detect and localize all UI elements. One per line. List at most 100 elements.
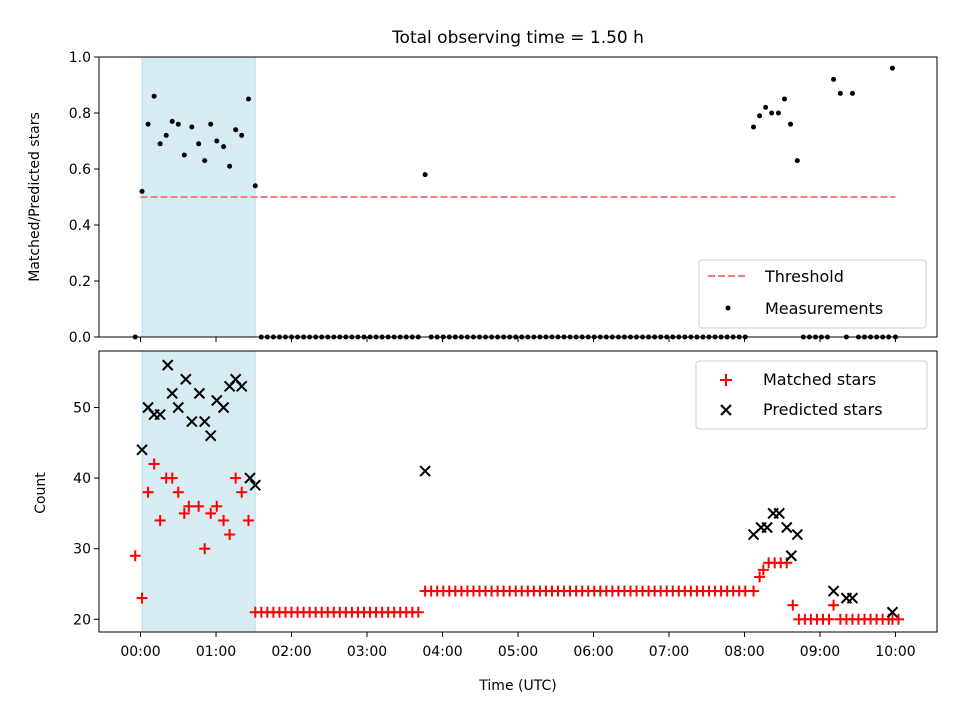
measurement-point (151, 93, 157, 99)
top-y-ticks: 0.0 0.2 0.4 0.6 0.8 1.0 (69, 50, 99, 346)
predicted-star-point (180, 373, 192, 385)
predicted-star-point (827, 585, 840, 597)
matched-star-point (178, 507, 190, 519)
predicted-star-point (886, 606, 899, 618)
predicted-star-point (136, 444, 148, 456)
measurement-point (202, 158, 208, 164)
matched-star-point (754, 571, 766, 583)
measurement-point (189, 124, 195, 130)
top-y-tick-label: 0.2 (69, 274, 91, 290)
predicted-star-point (172, 401, 184, 414)
x-tick-label: 01:00 (196, 644, 236, 660)
top-y-tick-label: 1.0 (69, 50, 91, 66)
predicted-star-point (217, 401, 230, 414)
matched-star-point (211, 500, 223, 512)
bottom-legend: Matched stars Predicted stars (695, 360, 928, 430)
bottom-legend-box (695, 360, 928, 430)
matched-star-point (242, 514, 254, 526)
measurement-point (794, 158, 800, 164)
matched-star-point (757, 564, 769, 576)
x-tick-label: 06:00 (573, 644, 613, 660)
legend-matched-swatch (720, 374, 732, 386)
x-tick-label: 07:00 (649, 644, 689, 660)
matched-star-point (148, 458, 160, 470)
matched-star-point (129, 550, 141, 562)
legend-measurements-label: Measurements (765, 299, 883, 318)
measurement-point (221, 144, 227, 150)
chart-title: Total observing time = 1.50 h (391, 28, 644, 48)
top-legend-box (698, 259, 927, 329)
matched-star-point (154, 514, 166, 526)
predicted-stars-points (136, 359, 899, 618)
matched-star-point (205, 507, 217, 519)
matched-star-point (828, 599, 840, 611)
x-tick-label: 10:00 (875, 644, 915, 660)
top-axes-frame (98, 56, 938, 338)
measurement-point (208, 121, 214, 127)
x-tick-label: 03:00 (347, 644, 387, 660)
measurement-point (157, 141, 163, 147)
top-legend: Threshold Measurements (698, 259, 927, 329)
bottom-y-tick-label: 40 (73, 471, 91, 487)
matched-star-point (218, 514, 230, 526)
measurement-point (227, 163, 233, 169)
matched-star-point (183, 500, 195, 512)
matched-star-point (748, 585, 760, 597)
predicted-star-point (419, 465, 431, 477)
matched-star-point (199, 543, 211, 555)
predicted-star-point (244, 472, 256, 484)
top-y-axis-label: Matched/Predicted stars (27, 112, 43, 282)
matched-star-point (892, 613, 904, 625)
legend-matched-label: Matched stars (763, 370, 876, 389)
bottom-axes-frame (98, 350, 938, 633)
top-x-ticks (140, 337, 896, 342)
predicted-star-point (193, 387, 206, 400)
measurement-point (769, 110, 775, 116)
x-tick-label: 05:00 (498, 644, 538, 660)
predicted-star-point (198, 415, 211, 428)
x-axis-label: Time (UTC) (478, 678, 556, 694)
predicted-star-point (154, 408, 166, 421)
measurement-point (175, 121, 181, 127)
measurement-point (181, 152, 187, 158)
x-tick-label: 02:00 (271, 644, 311, 660)
matched-star-point (230, 472, 242, 484)
matched-stars-points (129, 458, 904, 625)
predicted-star-point (166, 387, 178, 400)
matched-star-point (136, 592, 148, 604)
top-panel: 0.0 0.2 0.4 0.6 0.8 1.0 Total observing time … (27, 28, 938, 346)
measurement-point (788, 121, 794, 127)
bottom-y-ticks: 20 30 40 50 (73, 400, 99, 628)
matched-star-point (172, 486, 184, 498)
legend-predicted-swatch (720, 404, 732, 416)
predicted-star-point (791, 528, 804, 541)
measurement-point (757, 113, 763, 119)
measurement-point (233, 127, 239, 133)
predicted-star-point (186, 415, 198, 428)
matched-star-point (787, 599, 799, 611)
top-highlight-span (141, 56, 256, 338)
measurement-point (831, 76, 837, 82)
matched-star-point (224, 529, 236, 541)
measurement-point (422, 172, 428, 178)
legend-measurements-swatch (725, 305, 731, 311)
legend-predicted-label: Predicted stars (763, 400, 883, 419)
measurement-point (139, 188, 145, 194)
bottom-y-tick-label: 50 (73, 400, 91, 416)
measurement-point (169, 118, 175, 124)
matched-star-point (142, 486, 154, 498)
top-y-tick-label: 0.4 (69, 218, 91, 234)
predicted-star-point (205, 430, 217, 442)
matched-star-point (412, 606, 424, 618)
measurement-point (775, 110, 781, 116)
top-y-tick-label: 0.8 (69, 106, 91, 122)
measurement-point (252, 183, 258, 189)
measurement-point (245, 96, 251, 102)
predicted-star-point (249, 479, 261, 491)
measurement-point (239, 132, 245, 138)
measurement-point (781, 96, 787, 102)
x-tick-label: 00:00 (120, 644, 160, 660)
predicted-star-point (761, 521, 773, 534)
measurement-point (763, 104, 769, 110)
